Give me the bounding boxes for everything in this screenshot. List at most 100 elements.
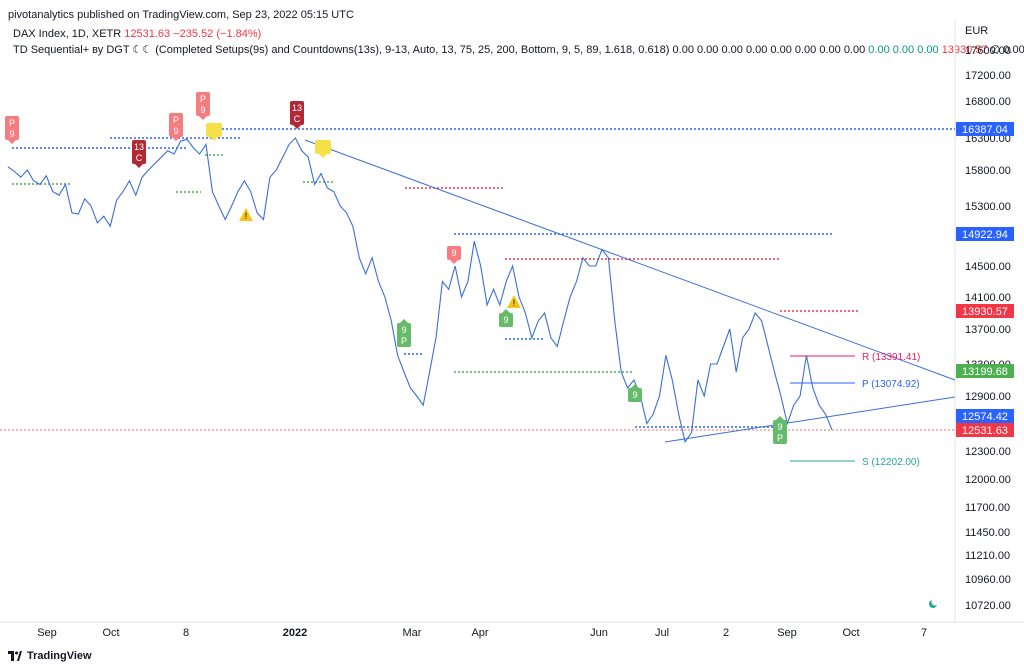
marker-text: 9 (451, 248, 456, 258)
axis-price-labels: 16387.04 14922.94 13930.57 13199.68 12574.42… (956, 122, 1014, 437)
y-tick-label: 10960.00 (965, 574, 1011, 586)
price-axis-tag-label: 12531.63 (962, 425, 1008, 437)
price-axis-tag (956, 227, 1014, 241)
marker-text: 9 (401, 325, 406, 335)
marker-text: 13 (134, 142, 144, 152)
y-tick-label: 17200.00 (965, 70, 1011, 82)
marker-text: P (200, 94, 206, 104)
pivot-label: R (13391.41) (862, 352, 920, 363)
footer-brand-label: TradingView (27, 650, 92, 662)
yellow-setup-marker[interactable] (315, 140, 331, 158)
indicator-last-value: 13930.57 (941, 44, 988, 56)
marker-text: 9 (200, 105, 205, 115)
x-axis[interactable]: Sep Oct 8 2022 Mar Apr Jun Jul 2 Sep Oct 7 (37, 627, 927, 639)
tradingview-logo-icon (8, 651, 22, 661)
down-trendline[interactable] (304, 139, 956, 381)
td-setup-marker[interactable]: 13C (290, 101, 304, 129)
y-tick-label: 12000.00 (965, 474, 1011, 486)
x-tick-label: 2 (723, 627, 729, 639)
pivot-label: S (12202.00) (862, 457, 920, 468)
indicator-value: 0.00 (917, 44, 942, 56)
svg-text:!: ! (513, 298, 516, 308)
x-tick-label: Mar (403, 627, 422, 639)
x-tick-label: 7 (921, 627, 927, 639)
td-setup-marker[interactable]: 9 (447, 246, 461, 264)
x-tick-label: 8 (183, 627, 189, 639)
indicator-label[interactable]: TD Sequential+ ву DGT ☾☾ (Completed Setu… (13, 44, 670, 56)
y-tick-label: 11700.00 (965, 502, 1010, 514)
x-tick-label: Sep (37, 627, 57, 639)
y-tick-label: 10720.00 (965, 600, 1011, 612)
yellow-setup-marker[interactable] (206, 123, 222, 141)
td-setup-marker[interactable]: 9 (628, 384, 642, 402)
indicator-value: 0.00 (819, 44, 844, 56)
symbol-label[interactable]: DAX Index, 1D, XETR (13, 28, 122, 40)
y-tick-label: 16800.00 (965, 96, 1011, 108)
td-setup-marker[interactable]: P9 (169, 113, 183, 141)
marker-text: 9 (503, 315, 508, 325)
price-line[interactable] (7, 137, 833, 444)
indicator-value: 0.00 (745, 44, 771, 56)
indicator-value: 0.00 (868, 44, 893, 56)
indicator-value: 0.00 (794, 44, 820, 56)
indicator-value: 0.00 (721, 44, 746, 56)
y-tick-label: 14500.00 (965, 261, 1011, 273)
x-tick-label: Sep (777, 627, 797, 639)
price-axis-tag (956, 423, 1014, 437)
indicator-value: 0.00 (697, 44, 722, 56)
svg-text:!: ! (245, 211, 248, 221)
symbol-legend: DAX Index, 1D, XETR 12531.63 −235.52 (−1… (13, 28, 261, 40)
price-change: −235.52 (−1.84%) (173, 28, 262, 40)
indicator-value: 0.00 (770, 44, 795, 56)
y-tick-label: 11450.00 (965, 527, 1010, 539)
price-axis-tag (956, 409, 1014, 423)
marker-text: P (401, 336, 407, 346)
td-setup-marker[interactable]: 9P (397, 319, 411, 347)
x-tick-label: 2022 (283, 627, 307, 639)
td-setup-marker[interactable]: 13C (132, 140, 146, 168)
levels-layer (0, 128, 955, 431)
footer-brand[interactable]: TradingView (8, 650, 92, 662)
marker-text: P (9, 118, 15, 128)
price-axis-tag (956, 122, 1014, 136)
indicator-legend: TD Sequential+ ву DGT ☾☾ (Completed Setu… (13, 43, 1024, 56)
x-tick-label: Apr (471, 627, 488, 639)
td-setup-marker[interactable]: 9P (773, 416, 787, 444)
td-setup-marker[interactable]: P9 (196, 92, 210, 120)
trendlines-layer (304, 139, 956, 443)
marker-text: 13 (292, 103, 302, 113)
price-axis-tag-label: 12574.42 (962, 411, 1008, 423)
indicator-tail: ∅ 0.00... (990, 44, 1024, 56)
price-axis-tag-label: 14922.94 (962, 229, 1008, 241)
marker-text: 9 (9, 129, 14, 139)
marker-text: P (777, 433, 783, 443)
indicator-values: 0.00 0.00 0.00 0.00 0.00 0.00 0.00 0.00 … (673, 44, 942, 56)
currency-label: EUR (965, 25, 988, 37)
up-trendline[interactable] (664, 396, 956, 443)
indicator-value: 0.00 (672, 44, 697, 56)
marker-text: 9 (173, 126, 178, 136)
price-axis-tag (956, 304, 1014, 318)
pivot-lines: R (13391.41) P (13074.92) S (12202.00) (790, 352, 920, 468)
warning-icon: ! (507, 295, 521, 308)
indicator-value: 0.00 (843, 44, 869, 56)
price-axis-tag-label: 16387.04 (962, 124, 1008, 136)
x-tick-label: Oct (102, 627, 119, 639)
td-setup-marker[interactable]: P9 (5, 116, 19, 144)
y-tick-label: 15800.00 (965, 165, 1011, 177)
price-axis-tag-label: 13199.68 (962, 366, 1008, 378)
marker-text: C (294, 114, 301, 124)
pivot-label: P (13074.92) (862, 379, 920, 390)
price-axis-tag-label: 13930.57 (962, 306, 1008, 318)
y-tick-label: 13700.00 (965, 324, 1011, 336)
y-tick-label: 11210.00 (965, 550, 1010, 562)
marker-text: C (136, 153, 143, 163)
marker-text: 9 (632, 390, 637, 400)
x-tick-label: Jun (590, 627, 608, 639)
y-tick-label: 12300.00 (965, 446, 1011, 458)
marker-text: 9 (777, 422, 782, 432)
td-setup-marker[interactable]: 9 (499, 309, 513, 327)
y-tick-label: 15300.00 (965, 201, 1011, 213)
